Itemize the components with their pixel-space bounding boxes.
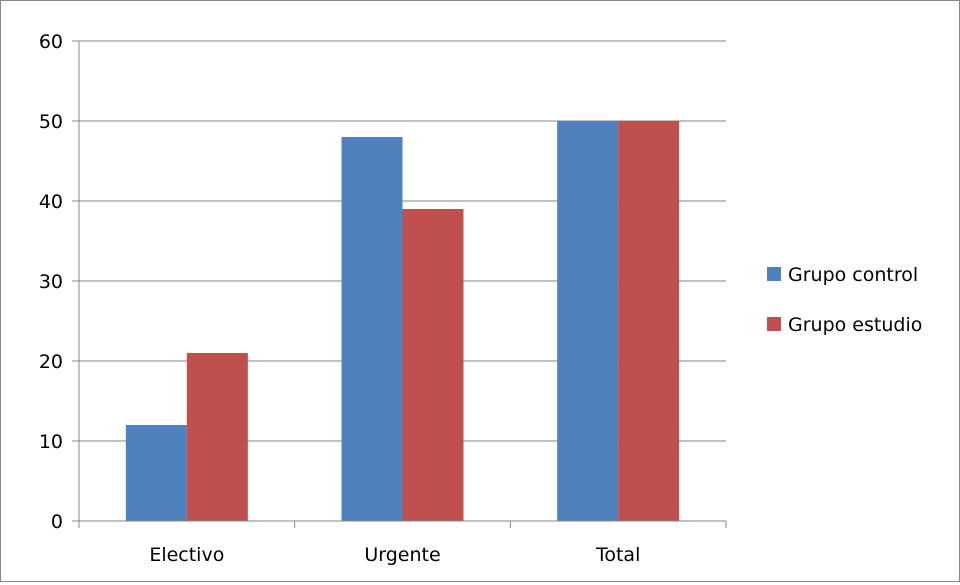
y-tick-label: 10 [39, 431, 63, 453]
y-tick-label: 40 [39, 191, 63, 213]
bar-grupo-estudio-total [618, 121, 680, 521]
y-tick-label: 20 [39, 351, 63, 373]
y-tick-label: 60 [39, 31, 63, 53]
x-category-label: Urgente [364, 544, 440, 566]
axes: 0 10 20 30 40 50 60 Electivo Urgente Total [39, 31, 727, 566]
bar-grupo-control-total [557, 121, 619, 521]
x-category-label: Electivo [149, 544, 224, 566]
y-tick-label: 30 [39, 271, 63, 293]
bar-grupo-estudio-urgente [402, 209, 464, 521]
legend-swatch [767, 317, 781, 331]
x-category-label: Total [595, 544, 640, 566]
bar-grupo-estudio-electivo [186, 353, 248, 521]
bar-grupo-control-urgente [341, 137, 403, 521]
legend: Grupo control Grupo estudio [767, 264, 922, 336]
bars [125, 121, 680, 521]
legend-swatch [767, 267, 781, 281]
y-tick-label: 0 [51, 511, 63, 533]
legend-label: Grupo estudio [788, 314, 922, 336]
legend-label: Grupo control [788, 264, 918, 286]
y-tick-label: 50 [39, 111, 63, 133]
bar-grupo-control-electivo [125, 425, 187, 521]
